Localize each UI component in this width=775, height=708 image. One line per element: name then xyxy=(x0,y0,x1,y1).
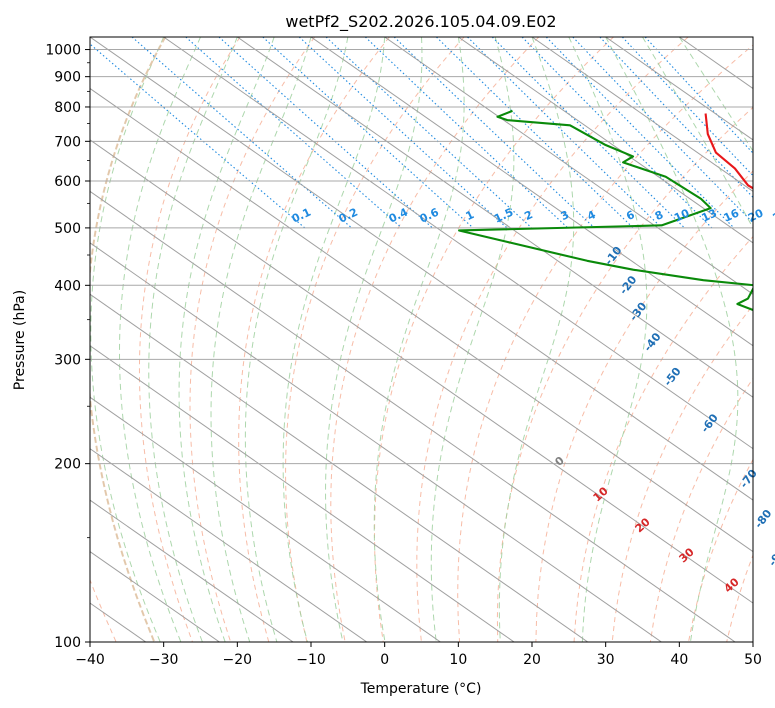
y-tick-label: 300 xyxy=(54,352,81,368)
x-tick-label: 10 xyxy=(449,652,467,668)
isotherm xyxy=(237,37,753,398)
x-tick-label: −20 xyxy=(223,652,253,668)
mixing-ratio-label: 16 xyxy=(722,206,742,224)
reference-arc xyxy=(90,37,167,642)
x-axis-label: Temperature (°C) xyxy=(360,681,482,697)
mixing-ratio-line xyxy=(90,43,306,229)
isotherm xyxy=(90,242,662,642)
isotherm xyxy=(90,345,515,642)
dry-adiabat xyxy=(573,235,753,642)
mixing-ratio-line xyxy=(364,37,569,229)
mixing-ratio-line xyxy=(572,37,753,224)
moist-adiabat xyxy=(282,37,386,642)
y-tick-label: 400 xyxy=(54,278,81,294)
dry-adiabat xyxy=(535,170,753,642)
isotherm xyxy=(90,190,736,642)
mixing-ratio-line xyxy=(599,37,753,199)
mixing-ratio-label: 25 xyxy=(771,207,775,225)
mixing-ratio-line xyxy=(218,37,433,229)
moist-adiabat xyxy=(605,37,739,642)
moist-adiabat xyxy=(325,37,423,642)
profile-lines xyxy=(458,109,753,312)
moist-adiabat xyxy=(148,37,238,642)
dry-adiabat xyxy=(330,37,540,642)
dewpoint-line xyxy=(458,109,753,312)
isotherm xyxy=(90,87,753,553)
x-tick-label: 40 xyxy=(670,652,688,668)
isotherm xyxy=(605,37,753,141)
y-tick-label: 800 xyxy=(54,100,81,116)
moist-adiabat-label: -90 xyxy=(766,545,775,569)
dry-adiabat xyxy=(496,106,753,642)
x-tick-label: 30 xyxy=(597,652,615,668)
y-axis-label: Pressure (hPa) xyxy=(12,290,28,390)
mixing-ratio-label: 10 xyxy=(672,206,692,224)
chart-title: wetPf2_S202.2026.105.04.09.E02 xyxy=(285,12,556,32)
mixing-ratio-label: 20 xyxy=(746,206,766,224)
dry-adiabat xyxy=(649,377,753,642)
x-tick-label: 0 xyxy=(380,652,389,668)
mixing-ratio-line xyxy=(545,37,735,229)
y-tick-label: 1000 xyxy=(45,43,81,59)
moist-adiabat xyxy=(568,37,648,642)
y-tick-label: 600 xyxy=(54,174,81,190)
y-axis: 100 200 300 400 500 600 700 800 900 1000 xyxy=(45,43,90,651)
moist-adiabat xyxy=(244,37,349,642)
dry-adiabat xyxy=(611,304,753,642)
x-tick-label: −30 xyxy=(149,652,179,668)
isotherm xyxy=(90,396,441,642)
dry-adiabat xyxy=(238,37,390,642)
x-tick-label: −10 xyxy=(296,652,326,668)
mixing-ratio-line xyxy=(621,37,753,177)
moist-adiabat xyxy=(90,37,165,642)
dry-adiabat xyxy=(285,37,465,642)
mixing-ratio-line xyxy=(325,37,532,229)
mixing-ratio-line xyxy=(491,37,685,229)
y-tick-label: 200 xyxy=(54,457,81,473)
x-tick-label: 50 xyxy=(744,652,762,668)
mixing-ratio-line xyxy=(521,37,713,229)
background-lines xyxy=(90,37,753,642)
plot-frame xyxy=(89,36,754,643)
y-tick-label: 700 xyxy=(54,134,81,150)
moist-adiabat xyxy=(678,37,753,152)
dry-adiabat xyxy=(189,37,316,642)
isotherm xyxy=(531,37,753,192)
isotherm xyxy=(458,37,753,244)
isotherm xyxy=(310,37,753,347)
y-tick-label: 100 xyxy=(54,635,81,651)
moist-adiabat xyxy=(178,37,275,642)
isotherm xyxy=(90,448,368,642)
mixing-ratio-line xyxy=(393,37,595,229)
isotherm xyxy=(384,37,753,295)
x-tick-label: −40 xyxy=(75,652,105,668)
y-tick-label: 500 xyxy=(54,221,81,237)
dry-adiabat xyxy=(416,37,689,642)
isotherm xyxy=(90,293,589,642)
x-tick-label: 20 xyxy=(523,652,541,668)
dry-adiabat xyxy=(138,37,241,642)
x-axis: −40 −30 −20 −10 0 10 20 30 40 50 xyxy=(75,642,762,668)
temperature-line xyxy=(704,113,753,190)
isotherm xyxy=(90,139,753,604)
moist-adiabat xyxy=(118,37,201,642)
isotherm xyxy=(90,499,294,642)
moist-adiabat xyxy=(430,37,515,642)
plot-area xyxy=(90,37,753,642)
mixing-ratio-label: 13 xyxy=(700,207,719,225)
moist-adiabat xyxy=(498,37,575,642)
moist-adiabat xyxy=(373,37,465,642)
isotherm xyxy=(163,37,753,450)
isotherm xyxy=(90,37,753,501)
y-tick-label: 900 xyxy=(54,70,81,86)
mixing-ratio-line xyxy=(467,37,663,229)
